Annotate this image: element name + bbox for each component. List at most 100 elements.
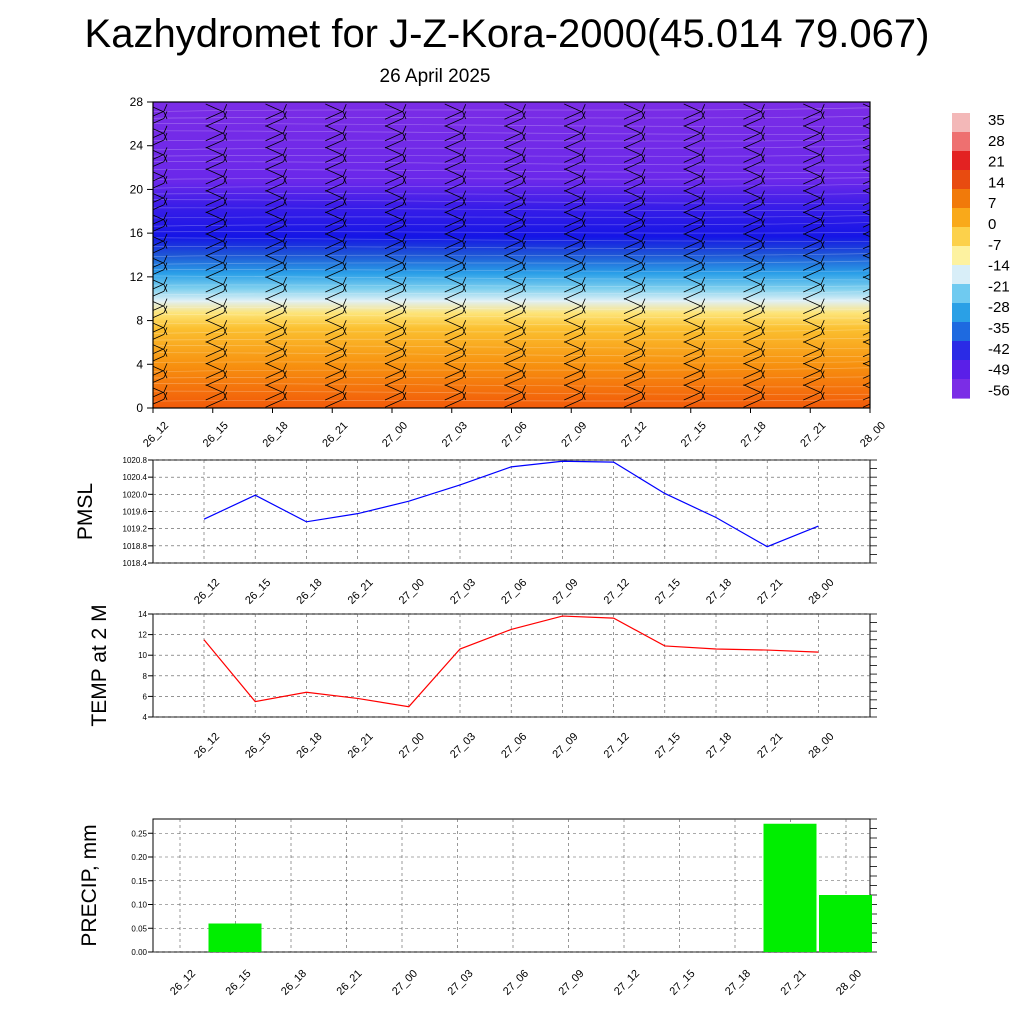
wind-barb xyxy=(623,355,643,365)
wind-barb xyxy=(444,269,463,278)
x-tick-label: 27_12 xyxy=(602,731,632,761)
wind-barb xyxy=(683,262,702,271)
wind-barb xyxy=(623,218,643,228)
wind-barb xyxy=(862,403,870,408)
wind-barb-flag xyxy=(761,190,765,198)
wind-barb xyxy=(205,283,224,293)
wind-barb xyxy=(683,269,702,278)
wind-barb-flag xyxy=(881,169,884,176)
wind-barb-flag xyxy=(820,125,825,133)
y-tick-label: 8 xyxy=(143,672,148,681)
wind-barb-flag xyxy=(163,348,168,357)
wind-barb xyxy=(384,370,404,379)
wind-barb xyxy=(325,391,344,401)
wind-barb-flag xyxy=(761,370,765,378)
colorbar-swatch xyxy=(952,246,970,266)
wind-barb xyxy=(265,305,284,314)
colorbar-swatch xyxy=(952,227,970,247)
wind-barb-flag xyxy=(163,370,168,378)
wind-barb xyxy=(265,334,284,343)
wind-barb xyxy=(205,154,224,163)
contour-line xyxy=(153,323,870,326)
wind-barb-flag xyxy=(701,104,706,112)
wind-barb xyxy=(683,247,702,257)
wind-barb xyxy=(444,204,463,214)
wind-barb xyxy=(862,298,870,302)
wind-barb-flag xyxy=(402,384,407,393)
temp-2m-panel: 4 6 8 10 12 14 26_12 26_15 26_18 26_21 27_00 27_03 2… xyxy=(88,604,877,761)
colorbar-swatch xyxy=(952,284,970,304)
wind-barb-flag xyxy=(163,125,168,133)
wind-barb xyxy=(623,161,643,170)
wind-barb xyxy=(803,319,822,329)
wind-barb xyxy=(325,211,344,221)
wind-barb-flag xyxy=(462,255,467,263)
wind-barb xyxy=(265,290,284,300)
wind-barb xyxy=(623,384,643,394)
wind-barb xyxy=(564,190,583,199)
contour-line xyxy=(153,253,870,257)
precip-bar xyxy=(819,895,872,952)
wind-barb xyxy=(564,125,583,134)
wind-barb xyxy=(803,197,822,206)
wind-barb xyxy=(504,125,523,134)
wind-barb-flag xyxy=(581,132,586,141)
wind-barb-flag xyxy=(581,348,586,357)
wind-barb-flag xyxy=(283,305,287,313)
wind-barb-flag xyxy=(881,147,884,154)
wind-barb xyxy=(325,370,344,379)
x-tick-label: 27_18 xyxy=(739,420,769,450)
wind-barb xyxy=(862,362,870,367)
wind-barb-flag xyxy=(761,255,765,263)
wind-barb-flag xyxy=(641,284,646,292)
x-tick-label: 26_18 xyxy=(294,577,324,607)
wind-barb-flag xyxy=(641,132,646,141)
y-tick-label: 0 xyxy=(136,401,143,415)
series-line xyxy=(203,460,819,548)
wind-barb-flag xyxy=(342,197,347,205)
wind-barb xyxy=(683,233,702,242)
wind-barb xyxy=(862,146,870,151)
wind-barb-flag xyxy=(881,277,884,284)
x-tick-label: 26_18 xyxy=(294,731,324,761)
wind-barb xyxy=(444,247,463,257)
wind-barb-flag xyxy=(701,363,706,371)
wind-barb xyxy=(153,365,165,372)
y-tick-label: 1020.8 xyxy=(123,456,148,465)
wind-barb-flag xyxy=(881,104,884,111)
wind-barb xyxy=(803,377,822,386)
wind-barb xyxy=(325,348,344,358)
wind-barb xyxy=(153,262,165,268)
wind-barb-flag xyxy=(641,320,646,328)
y-tick-label: 0.15 xyxy=(131,877,147,886)
x-tick-label: 26_18 xyxy=(279,968,309,998)
wind-barb xyxy=(564,326,583,336)
wind-barb xyxy=(205,240,224,250)
wind-barb xyxy=(623,110,643,120)
wind-barb xyxy=(623,290,643,300)
wind-barb-flag xyxy=(881,306,884,313)
wind-barb xyxy=(205,391,224,401)
wind-barb-flag xyxy=(342,132,347,141)
x-tick-label: 27_09 xyxy=(559,420,589,450)
wind-barb-flag xyxy=(163,262,168,270)
wind-barb xyxy=(862,211,870,216)
colorbar-label: 21 xyxy=(988,154,1005,171)
wind-barb-flag xyxy=(820,168,825,177)
wind-barb-flag xyxy=(283,212,287,220)
wind-barb xyxy=(205,319,224,329)
wind-barb xyxy=(743,276,762,286)
wind-barb xyxy=(862,158,870,163)
wind-barb xyxy=(862,168,870,173)
wind-barb xyxy=(205,398,224,408)
wind-barb-flag xyxy=(701,348,706,357)
wind-barb xyxy=(564,283,583,293)
wind-barb-flag xyxy=(761,176,765,184)
wind-barb-flag xyxy=(163,233,168,241)
wind-barb xyxy=(205,204,224,214)
y-tick-label: 0.20 xyxy=(131,853,147,862)
wind-barb-flag xyxy=(641,176,646,184)
wind-barb-flag xyxy=(881,219,884,226)
wind-barb-flag xyxy=(522,276,526,285)
wind-barb-flag xyxy=(223,190,228,198)
